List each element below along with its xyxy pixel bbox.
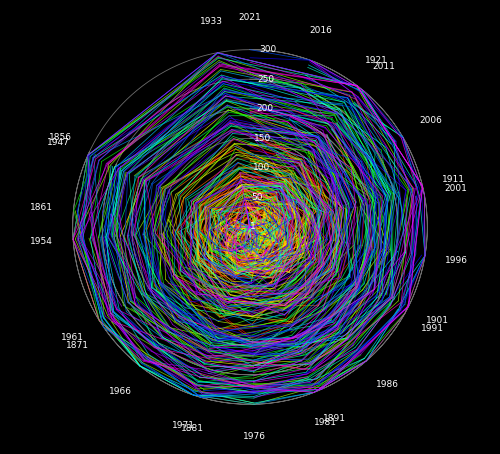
Text: 2016: 2016 <box>310 26 332 35</box>
Text: 1947: 1947 <box>47 138 70 147</box>
Text: 1881: 1881 <box>181 424 204 433</box>
Text: 150: 150 <box>254 134 272 143</box>
Text: 1981: 1981 <box>314 418 337 427</box>
Text: 200: 200 <box>256 104 273 114</box>
Text: 1961: 1961 <box>60 333 84 341</box>
Text: 1901: 1901 <box>426 316 449 325</box>
Text: 2006: 2006 <box>419 117 442 125</box>
Text: 250: 250 <box>258 75 274 84</box>
Text: 1954: 1954 <box>30 237 52 246</box>
Text: 1891: 1891 <box>323 414 346 423</box>
Text: 2021: 2021 <box>238 13 262 22</box>
Text: 1861: 1861 <box>30 203 53 212</box>
Text: 2001: 2001 <box>444 184 467 193</box>
Text: 1966: 1966 <box>108 386 132 395</box>
Text: 50: 50 <box>252 193 263 202</box>
Text: 2011: 2011 <box>372 61 395 70</box>
Text: 1976: 1976 <box>244 432 266 441</box>
Text: 1933: 1933 <box>200 17 223 26</box>
Text: 100: 100 <box>253 163 270 173</box>
Text: 1971: 1971 <box>172 421 195 430</box>
Text: 1996: 1996 <box>445 256 468 265</box>
Text: 1911: 1911 <box>442 175 465 184</box>
Text: 1: 1 <box>250 222 256 231</box>
Text: 1986: 1986 <box>376 380 399 390</box>
Text: 1991: 1991 <box>422 324 444 333</box>
Text: 1921: 1921 <box>365 55 388 64</box>
Text: 1871: 1871 <box>66 340 89 350</box>
Text: 300: 300 <box>259 45 276 54</box>
Text: 1856: 1856 <box>49 133 72 143</box>
